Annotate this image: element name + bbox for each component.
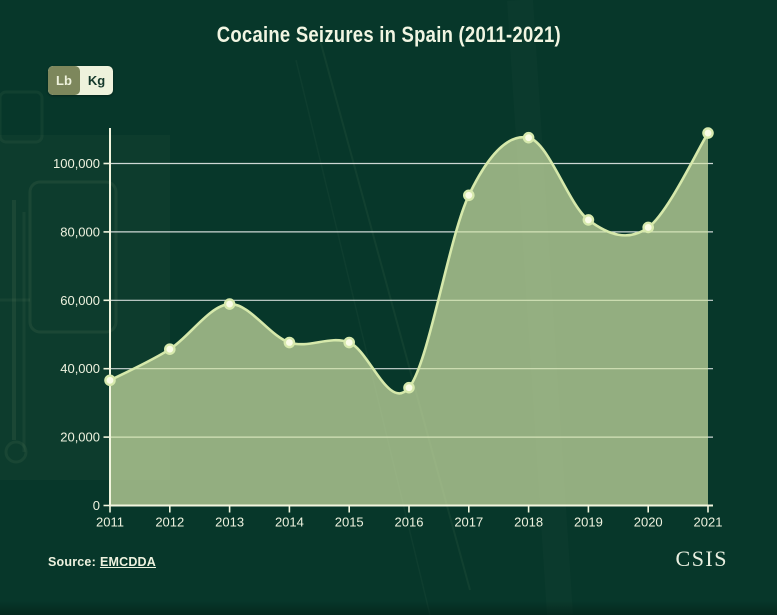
source-link[interactable]: EMCDDA: [99, 555, 157, 569]
x-axis-tick-label: 2017: [454, 515, 483, 530]
source-label: Source:: [48, 555, 96, 569]
x-axis-tick-label: 2014: [275, 515, 304, 530]
data-points: [104, 127, 714, 394]
y-axis-tick-label: 20,000: [60, 430, 100, 445]
axes: 0 20,000 40,000 60,000 80,000 100,000 2011 2012…: [53, 128, 722, 530]
unit-toggle-lb-button[interactable]: Lb: [48, 66, 80, 95]
y-axis-tick-label: 60,000: [60, 293, 100, 308]
page-title: Cocaine Seizures in Spain (2011-2021): [0, 22, 777, 48]
area-fill: [110, 133, 708, 506]
unit-toggle-kg-button[interactable]: Kg: [80, 66, 113, 95]
data-point[interactable]: [462, 189, 475, 202]
page-title-text: Cocaine Seizures in Spain (2011-2021): [216, 22, 561, 47]
x-axis-tick-label: 2018: [514, 515, 543, 530]
x-axis-tick-label: 2013: [215, 515, 244, 530]
y-axis-tick-label: 0: [93, 498, 100, 513]
data-point[interactable]: [403, 381, 415, 394]
data-point[interactable]: [283, 336, 296, 349]
data-point[interactable]: [582, 214, 595, 226]
data-point[interactable]: [702, 127, 714, 139]
unit-toggle: Lb Kg: [48, 66, 114, 95]
y-axis-tick-label: 40,000: [60, 361, 100, 376]
x-axis-tick-label: 2016: [395, 515, 424, 530]
y-axis-tick-label: 80,000: [60, 224, 100, 239]
x-axis-tick-label: 2011: [96, 515, 124, 530]
data-point[interactable]: [104, 374, 116, 387]
x-axis-tick-label: 2015: [335, 515, 364, 530]
data-point[interactable]: [223, 298, 236, 310]
x-axis-tick-label: 2021: [694, 515, 723, 530]
source-line: Source: EMCDDA: [48, 555, 156, 569]
y-axis-tick-label: 100,000: [53, 156, 100, 171]
x-axis-tick-label: 2019: [574, 515, 603, 530]
data-point[interactable]: [163, 343, 176, 356]
x-axis-tick-label: 2012: [155, 515, 184, 530]
csis-logo: CSIS: [675, 546, 728, 571]
data-point[interactable]: [522, 131, 535, 144]
x-axis-tick-label: 2020: [634, 515, 663, 530]
bottom-shade: [0, 601, 777, 615]
data-point[interactable]: [642, 221, 655, 234]
data-point[interactable]: [343, 336, 356, 349]
